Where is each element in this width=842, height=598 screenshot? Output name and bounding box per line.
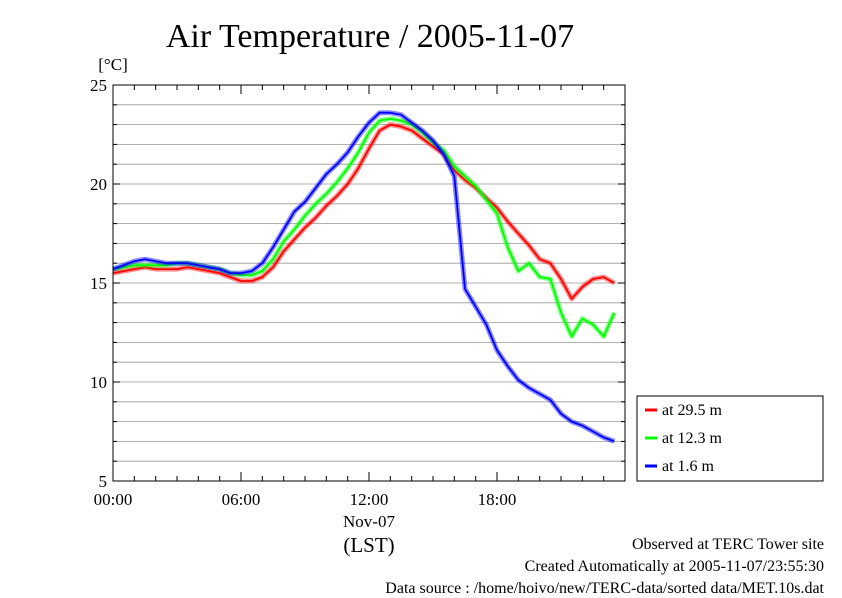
x-axis-label: (LST) bbox=[343, 533, 394, 557]
y-tick-label: 5 bbox=[99, 472, 108, 491]
series-line-0 bbox=[112, 123, 615, 300]
chart-title: Air Temperature / 2005-11-07 bbox=[166, 18, 574, 55]
legend: at 29.5 m at 12.3 m at 1.6 m bbox=[636, 395, 824, 482]
legend-label-12-3m: at 12.3 m bbox=[662, 430, 723, 447]
legend-label-29-5m: at 29.5 m bbox=[662, 402, 723, 419]
y-tick-label: 15 bbox=[90, 274, 107, 293]
series-line-2 bbox=[112, 111, 615, 443]
y-tick-label: 25 bbox=[90, 76, 107, 95]
legend-label-1-6m: at 1.6 m bbox=[662, 458, 715, 475]
footer-created-timestamp: Created Automatically at 2005-11-07/23:5… bbox=[524, 558, 824, 575]
axis-ticks: 5 10 15 20 25 00:00 06:00 12:00 18:00 bbox=[90, 76, 626, 509]
x-date-label: Nov-07 bbox=[343, 512, 395, 531]
x-tick-label: 12:00 bbox=[350, 490, 389, 509]
legend-box bbox=[636, 395, 824, 482]
x-tick-label: 00:00 bbox=[94, 490, 133, 509]
x-tick-label: 06:00 bbox=[222, 490, 261, 509]
series-halo-1 bbox=[112, 116, 617, 339]
y-tick-label: 10 bbox=[90, 373, 107, 392]
footer-data-source: Data source : /home/hoivo/new/TERC-data/… bbox=[385, 580, 824, 597]
series-lines bbox=[112, 110, 617, 444]
x-tick-label: 18:00 bbox=[478, 490, 517, 509]
y-tick-label: 20 bbox=[90, 175, 107, 194]
grid-lines bbox=[113, 104, 625, 462]
series-line-1 bbox=[112, 117, 616, 338]
footer-observed-site: Observed at TERC Tower site bbox=[631, 536, 824, 553]
y-axis-unit-label: [°C] bbox=[98, 55, 127, 74]
